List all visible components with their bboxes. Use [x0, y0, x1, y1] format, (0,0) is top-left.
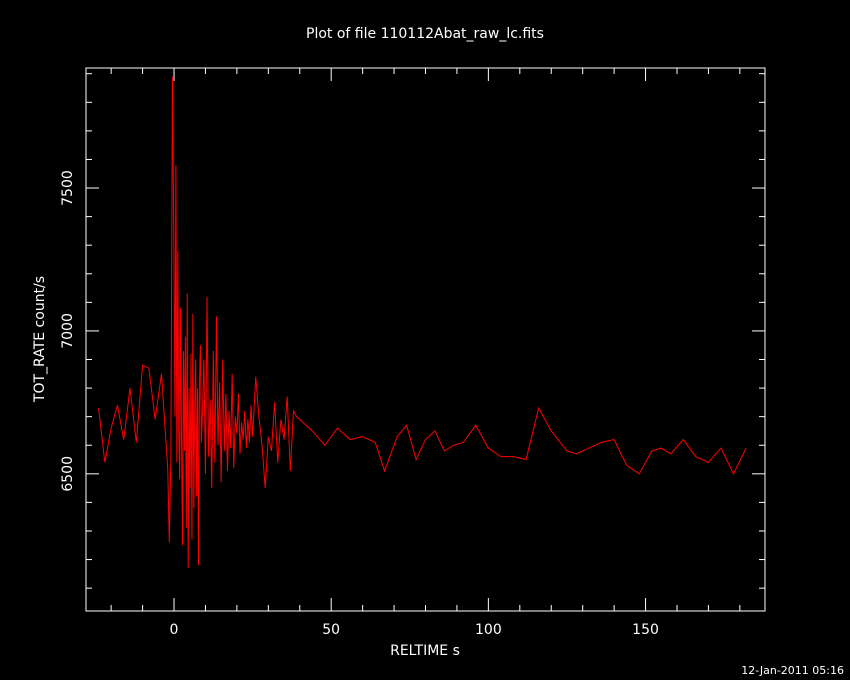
x-axis-label: RELTIME s: [390, 643, 460, 659]
timestamp: 12-Jan-2011 05:16: [741, 664, 844, 677]
x-tick-label: 50: [322, 622, 340, 638]
x-tick-label: 0: [170, 622, 179, 638]
y-tick-label: 6500: [60, 456, 76, 492]
axis-tick-labels: 0 50 100 150 6500 7000 7500: [60, 170, 659, 638]
y-tick-label: 7500: [60, 170, 76, 206]
y-tick-label: 7000: [60, 313, 76, 349]
x-tick-label: 150: [632, 622, 659, 638]
chart-title: Plot of file 110112Abat_raw_lc.fits: [306, 26, 544, 42]
series-group: [98, 76, 747, 569]
y-axis-label: TOT_RATE count/s: [32, 276, 48, 403]
series-line: [98, 76, 747, 569]
axis-ticks: [86, 68, 765, 611]
x-tick-label: 100: [475, 622, 502, 638]
